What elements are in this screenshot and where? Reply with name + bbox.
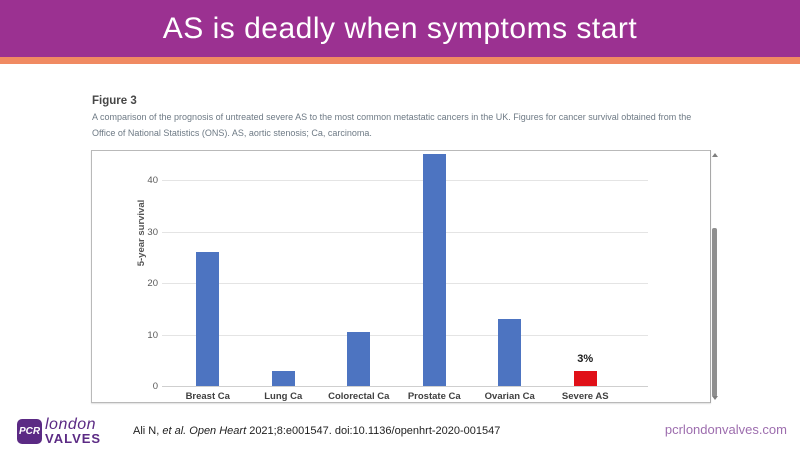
y-tick-label-40: 40 [147,175,158,186]
gridline-20 [162,283,648,284]
x-category-label: Lung Ca [264,391,303,402]
x-category-label: Ovarian Ca [484,391,535,402]
bar-value-annotation: 3% [577,352,594,365]
figure-label: Figure 3 [92,95,137,107]
pcr-logo-badge: PCR [17,419,42,444]
gridline-0 [162,386,648,387]
bar-severe-as [573,370,597,386]
embedded-view-scrollbar[interactable] [710,150,719,403]
bar-colorectal-ca [347,331,371,386]
citation: Ali N, et al. Open Heart 2021;8:e001547.… [133,425,500,437]
gridline-40 [162,180,648,181]
y-tick-label-20: 20 [147,278,158,289]
scroll-up-arrow-icon[interactable] [712,153,718,157]
gridline-30 [162,231,648,233]
bar-prostate-ca [422,154,446,386]
figure-caption: A comparison of the prognosis of untreat… [92,112,692,138]
gridline-10 [162,334,648,336]
scroll-down-arrow-icon[interactable] [712,396,718,400]
bar-breast-ca [196,252,220,386]
x-category-label: Severe AS [561,391,609,402]
y-tick-label-30: 30 [147,226,158,238]
pcr-london-valves-logo: PCR london VALVES [17,417,101,446]
scrollbar-track[interactable] [710,150,711,403]
slide-title-banner: AS is deadly when symptoms start [0,0,800,57]
y-tick-label-0: 0 [152,381,158,392]
scrollbar-thumb[interactable] [712,228,717,397]
logo-text: london VALVES [45,417,101,446]
x-category-label: Breast Ca [185,391,230,402]
citation-part: Open Heart [189,425,247,437]
citation-part: Ali N, [133,425,163,437]
y-tick-label-10: 10 [147,329,158,341]
logo-london: london [45,416,97,433]
bar-lung-ca [271,370,295,386]
citation-part: et al. [162,425,187,437]
citation-part: 2021;8:e001547. doi:10.1136/openhrt-2020… [246,425,501,437]
x-category-label: Colorectal Ca [328,391,390,402]
logo-valves: VALVES [45,431,102,446]
bar-ovarian-ca [498,319,522,386]
figure-chart-box: 0 10 20 30 40 5-year survival Breast Ca Lung Ca… [91,150,711,403]
accent-stripe [0,57,800,64]
website-link[interactable]: pcrlondonvalves.com [664,422,787,437]
bar-chart: 0 10 20 30 40 5-year survival Breast Ca Lung Ca… [92,151,710,402]
x-category-label: Prostate Ca [407,391,461,402]
y-axis-label: 5-year survival [136,199,147,267]
slide-title: AS is deadly when symptoms start [162,12,638,45]
